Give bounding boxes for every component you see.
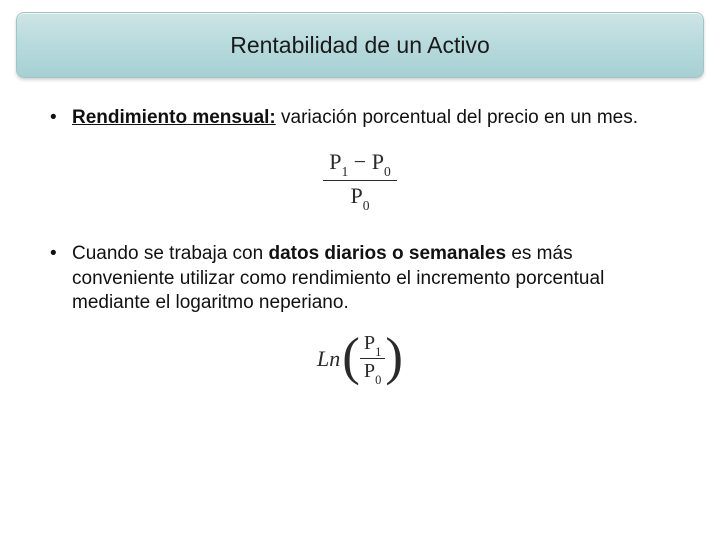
formula-2: Ln ( P1 P0 ) — [317, 332, 403, 386]
formula-1-denominator: P0 — [344, 181, 375, 212]
bullet1-rest: variación porcentual del precio en un me… — [276, 107, 638, 128]
bullet2-bold: datos diarios o semanales — [268, 243, 506, 264]
content-area: Rendimiento mensual: variación porcentua… — [0, 78, 720, 386]
f2-num-sub: 1 — [375, 345, 381, 359]
f2-den-var: P — [364, 360, 375, 382]
title-banner: Rentabilidad de un Activo — [16, 12, 704, 78]
formula-2-block: Ln ( P1 P0 ) — [44, 332, 676, 386]
formula-1-block: P1 − P0 P0 — [44, 149, 676, 212]
formula-1-numerator: P1 − P0 — [323, 149, 397, 181]
f1-num-p0-sub: 0 — [384, 164, 391, 179]
bullet-item-1: Rendimiento mensual: variación porcentua… — [44, 106, 676, 131]
bullet-item-2: Cuando se trabaja con datos diarios o se… — [44, 242, 676, 316]
formula-2-wrap: Ln ( P1 P0 ) — [317, 332, 403, 386]
formula-1: P1 − P0 P0 — [323, 149, 397, 212]
f1-den-var: P — [350, 183, 362, 208]
page-title: Rentabilidad de un Activo — [230, 32, 490, 59]
formula-2-denominator: P0 — [360, 359, 386, 385]
f1-num-p1-var: P — [329, 149, 341, 174]
f1-num-p1-sub: 1 — [341, 164, 348, 179]
f1-num-p0-var: P — [372, 149, 384, 174]
f2-rparen: ) — [385, 339, 403, 376]
f1-den-sub: 0 — [363, 198, 370, 213]
f2-num-var: P — [364, 332, 375, 354]
formula-2-numerator: P1 — [360, 332, 386, 359]
f2-ln: Ln — [317, 346, 340, 372]
f1-num-minus: − — [348, 149, 371, 174]
bullet2-pre: Cuando se trabaja con — [72, 243, 268, 264]
f2-lparen: ( — [342, 339, 360, 376]
bullet1-bold: Rendimiento mensual: — [72, 107, 276, 128]
bullet-list: Rendimiento mensual: variación porcentua… — [44, 106, 676, 386]
f2-den-sub: 0 — [375, 373, 381, 387]
formula-1-fraction: P1 − P0 P0 — [323, 149, 397, 212]
formula-2-fraction: P1 P0 — [360, 332, 386, 386]
